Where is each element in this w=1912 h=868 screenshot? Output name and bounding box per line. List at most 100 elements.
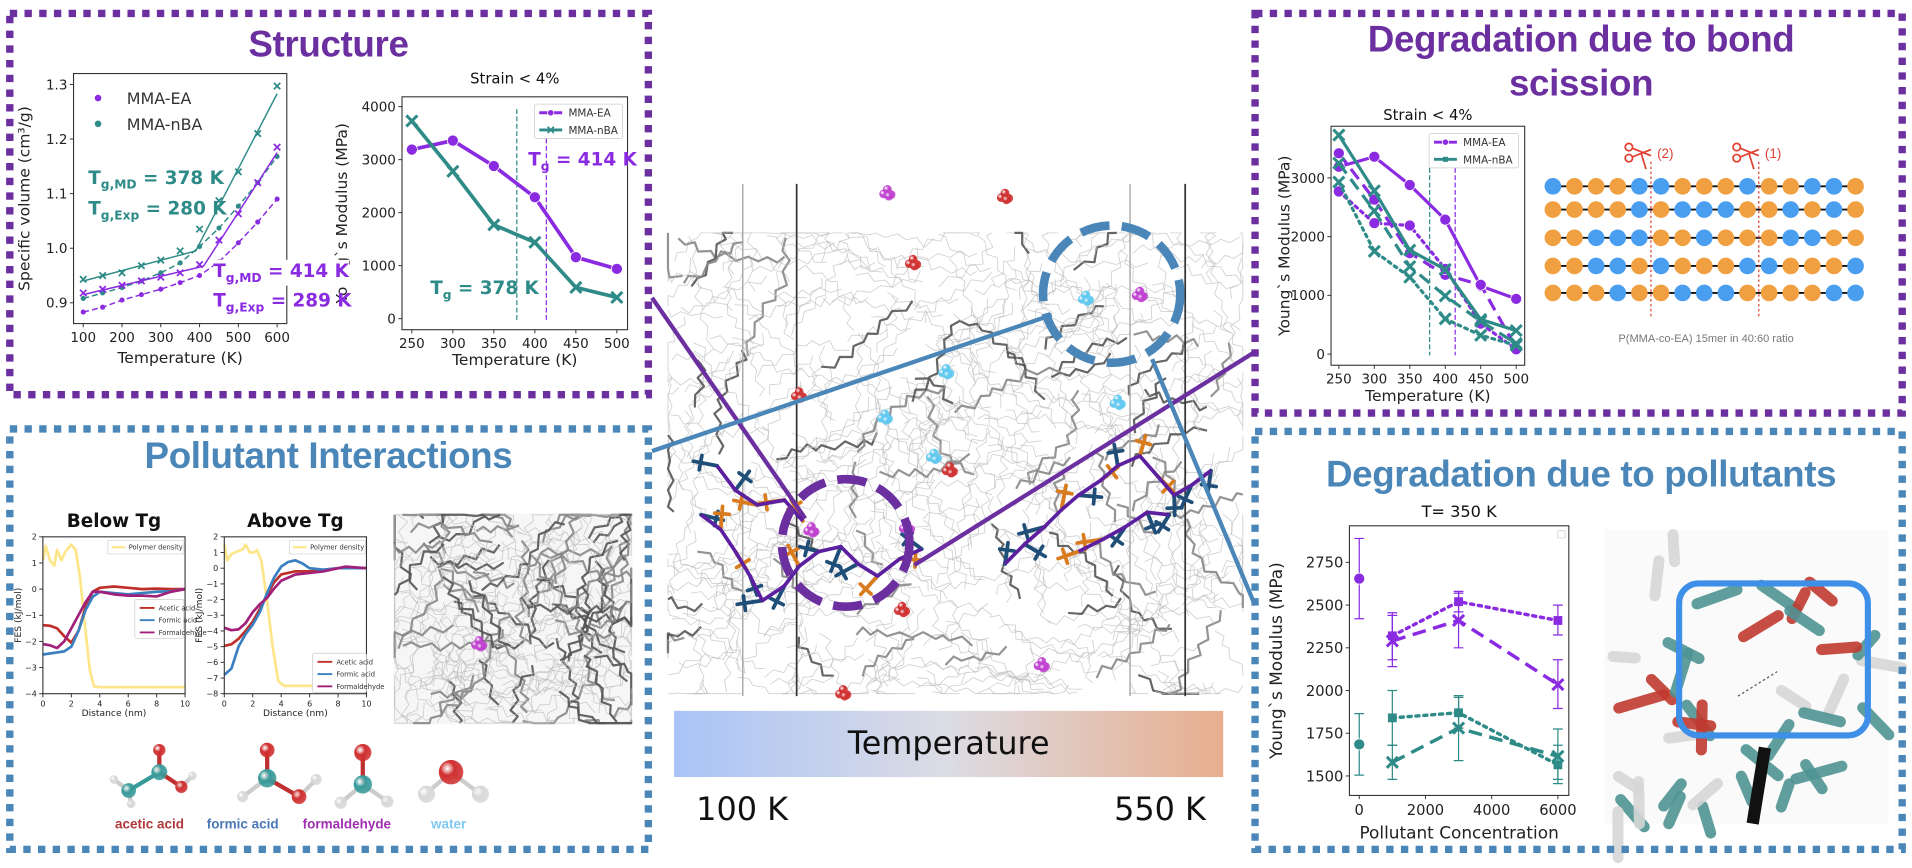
polymer-chain xyxy=(990,246,1016,286)
side-chain xyxy=(1160,512,1172,528)
molecule-label-formaldehyde: formaldehyde xyxy=(302,817,392,833)
polymer-chain xyxy=(1033,674,1083,690)
legend-label: Acetic acid xyxy=(336,658,373,666)
bead-orange xyxy=(1566,201,1583,218)
polymer-chain xyxy=(811,563,876,610)
polymer-chain xyxy=(923,520,954,561)
polymer-chain xyxy=(869,247,903,282)
polymer-chain xyxy=(472,571,515,590)
polymer-chain xyxy=(1185,540,1211,617)
data-point xyxy=(1474,314,1488,328)
molecular-stick xyxy=(1775,685,1812,712)
y-tick-label: 3000 xyxy=(362,152,396,168)
polymer-chain xyxy=(605,688,632,711)
data-point xyxy=(197,244,203,250)
data-point xyxy=(1332,156,1346,170)
polymer-chain xyxy=(869,399,897,487)
temperature-max-label: 550 K xyxy=(1114,791,1206,829)
data-point xyxy=(1387,713,1397,723)
polymer-chain xyxy=(558,690,608,725)
polymer-chain xyxy=(400,591,447,615)
bead-orange xyxy=(1760,229,1778,247)
y-tick-label: 1500 xyxy=(1306,768,1343,785)
bead-orange xyxy=(1631,284,1648,302)
data-point xyxy=(1403,243,1417,257)
polymer-chain xyxy=(1104,424,1160,461)
polymer-chain xyxy=(446,650,505,698)
polymer-chain xyxy=(899,377,968,408)
y-tick-label: 2000 xyxy=(1291,229,1325,245)
data-point xyxy=(1368,150,1381,163)
atom xyxy=(237,791,249,803)
polymer-chain xyxy=(953,366,1061,414)
polymer-chain xyxy=(667,596,703,613)
pollutant-molecule-atom xyxy=(806,522,816,531)
pollutant-molecule-atom xyxy=(1037,656,1047,666)
polymer-chain xyxy=(939,430,991,459)
series-line xyxy=(223,565,367,632)
polymer-chain xyxy=(394,548,415,592)
atom xyxy=(126,799,136,809)
tg-base: T xyxy=(88,166,101,189)
y-tick-label: 2 xyxy=(32,533,37,542)
pollutant-molecule-atom xyxy=(838,685,848,694)
y-tick-label: −5 xyxy=(206,643,218,652)
polymer-chain xyxy=(1189,519,1207,581)
side-chain-branch xyxy=(1150,524,1158,535)
legend-box xyxy=(288,540,366,555)
polymer-chain xyxy=(1014,647,1036,693)
polymer-chain xyxy=(1184,391,1201,430)
y-tick-label: −4 xyxy=(25,690,37,699)
polymer-chain xyxy=(667,310,723,319)
polymer-chain xyxy=(667,434,707,505)
side-chain-branch xyxy=(1112,442,1118,454)
polymer-chain xyxy=(855,270,921,289)
polymer-chain xyxy=(1142,492,1158,582)
polymer-chain xyxy=(851,232,935,248)
polymer-chain xyxy=(687,635,706,695)
polymer-chain xyxy=(745,237,791,357)
y-tick-label: 2250 xyxy=(1306,640,1343,657)
data-point xyxy=(216,225,222,231)
data-point xyxy=(1509,324,1523,338)
bead-blue xyxy=(1695,201,1713,218)
polymer-chain xyxy=(1085,505,1153,541)
polymer-chain xyxy=(424,514,485,531)
bead-orange xyxy=(1587,201,1605,218)
tg-ea-modulus-annotation: Tg = 414 K xyxy=(528,148,637,174)
structure-title: Structure xyxy=(248,24,409,65)
polymer-chain xyxy=(598,608,632,714)
polymer-chain xyxy=(1180,447,1231,529)
bead-orange xyxy=(1566,229,1583,247)
polymer-chain xyxy=(686,679,705,695)
tg-value: = 280 K xyxy=(139,197,227,220)
polymer-chain xyxy=(1160,492,1244,520)
polymer-chain xyxy=(843,291,914,321)
side-chain xyxy=(789,550,802,569)
data-point xyxy=(118,268,126,277)
polymer-chain xyxy=(1048,531,1114,597)
polymer-chain xyxy=(953,399,992,409)
side-chain-branch xyxy=(1062,483,1068,495)
polymer-chain xyxy=(1014,231,1030,255)
x-tick-label: 4000 xyxy=(1473,802,1510,819)
bond-scission-title-line1: Degradation due to bond xyxy=(1367,19,1795,61)
y-tick-label: −4 xyxy=(206,627,218,636)
bead-orange xyxy=(1695,257,1713,275)
data-point xyxy=(487,218,501,232)
legend-label: MMA-nBA xyxy=(1463,154,1513,166)
legend-box xyxy=(312,652,367,693)
copolymer-backbone xyxy=(1003,454,1213,566)
x-axis-label: Temperature (K) xyxy=(116,349,242,367)
polymer-chain xyxy=(671,617,724,626)
bead-orange xyxy=(1760,201,1778,218)
y-tick-label: −1 xyxy=(25,611,37,620)
molecular-stick xyxy=(1816,641,1862,656)
polymer-chain xyxy=(795,241,882,273)
cut-label-2: (2) xyxy=(1657,147,1674,162)
polymer-chain xyxy=(931,495,983,578)
data-point xyxy=(253,129,262,138)
legend: MMA-EA MMA-nBA xyxy=(1428,133,1519,169)
data-point xyxy=(1474,278,1487,291)
polymer-chain xyxy=(1034,582,1105,606)
